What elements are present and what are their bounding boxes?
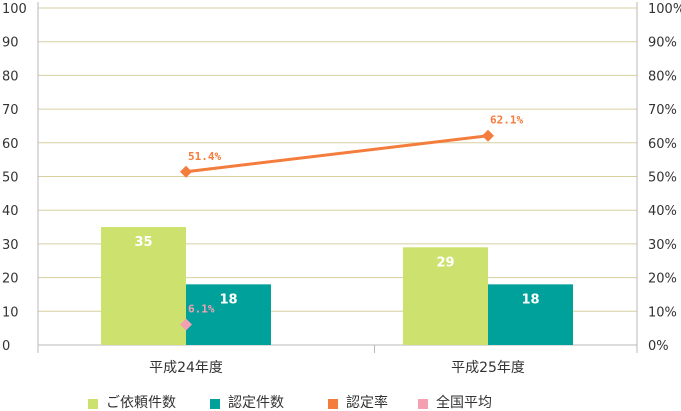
left-axis-ticks: 0 10 20 30 40 50 60 70 80 90 100: [2, 2, 27, 354]
right-axis-tick-label: 0%: [648, 339, 669, 354]
left-axis-tick-label: 0: [2, 339, 10, 354]
combo-chart: 0 10 20 30 40 50 60 70 80 90 100 0% 10% 20% 30% 40% 50%…: [2, 2, 681, 376]
data-point: [180, 165, 192, 178]
right-axis-tick-label: 90%: [648, 36, 677, 51]
point-value-label: 6.1%: [188, 302, 215, 315]
legend-swatch-certified: [210, 398, 220, 409]
left-axis-tick-label: 20: [2, 272, 19, 287]
bar-value-label: 18: [521, 292, 539, 307]
legend: ご依頼件数 認定件数 認定率 全国平均: [0, 396, 681, 411]
right-axis-tick-label: 70%: [648, 103, 677, 118]
data-point: [482, 129, 494, 142]
category-label: 平成24年度: [149, 360, 223, 376]
point-value-label: 62.1%: [490, 114, 523, 127]
legend-item-rate: 認定率: [328, 396, 388, 411]
right-axis-tick-label: 50%: [648, 171, 677, 186]
legend-swatch-national-average: [418, 398, 428, 409]
right-axis-tick-label: 30%: [648, 238, 677, 253]
bar: [101, 227, 186, 345]
legend-label-national-average: 全国平均: [436, 395, 492, 411]
left-axis-tick-label: 50: [2, 171, 19, 186]
legend-label-rate: 認定率: [346, 395, 388, 411]
right-axis-tick-label: 60%: [648, 137, 677, 152]
bar: [488, 284, 573, 345]
bar: [186, 284, 271, 345]
series-lines: [185, 134, 489, 174]
legend-item-requests: ご依頼件数: [88, 396, 176, 411]
left-axis-tick-label: 10: [2, 305, 19, 320]
right-axis-tick-label: 40%: [648, 204, 677, 219]
left-axis-tick-label: 30: [2, 238, 19, 253]
series-points: 51.4% 62.1% 6.1%: [180, 114, 523, 331]
left-axis-tick-label: 80: [2, 69, 19, 84]
category-labels: 平成24年度 平成25年度: [149, 360, 525, 376]
left-axis-tick-label: 40: [2, 204, 19, 219]
left-axis-tick-label: 60: [2, 137, 19, 152]
left-axis-tick-label: 90: [2, 36, 19, 51]
left-axis-tick-label: 100: [2, 2, 27, 17]
bar-value-label: 18: [219, 292, 237, 307]
right-axis-tick-label: 80%: [648, 69, 677, 84]
left-axis-tick-label: 70: [2, 103, 19, 118]
bar-value-label: 35: [134, 235, 152, 250]
legend-label-certified: 認定件数: [228, 395, 284, 411]
bar: [403, 247, 488, 345]
bar-value-label: 29: [436, 255, 454, 270]
series-line: [185, 134, 489, 174]
legend-swatch-rate: [328, 398, 338, 409]
right-axis-tick-label: 100%: [648, 2, 681, 17]
right-axis-ticks: 0% 10% 20% 30% 40% 50% 60% 70% 80% 90% 100%: [648, 2, 681, 354]
bars: 35 29 18 18: [101, 227, 573, 345]
legend-item-national-average: 全国平均: [418, 396, 492, 411]
legend-item-certified: 認定件数: [210, 396, 284, 411]
data-point: [180, 318, 192, 331]
right-axis-tick-label: 20%: [648, 272, 677, 287]
point-value-label: 51.4%: [188, 150, 221, 163]
category-label: 平成25年度: [451, 360, 525, 376]
legend-swatch-requests: [88, 398, 98, 409]
right-axis-tick-label: 10%: [648, 305, 677, 320]
legend-label-requests: ご依頼件数: [106, 395, 176, 411]
